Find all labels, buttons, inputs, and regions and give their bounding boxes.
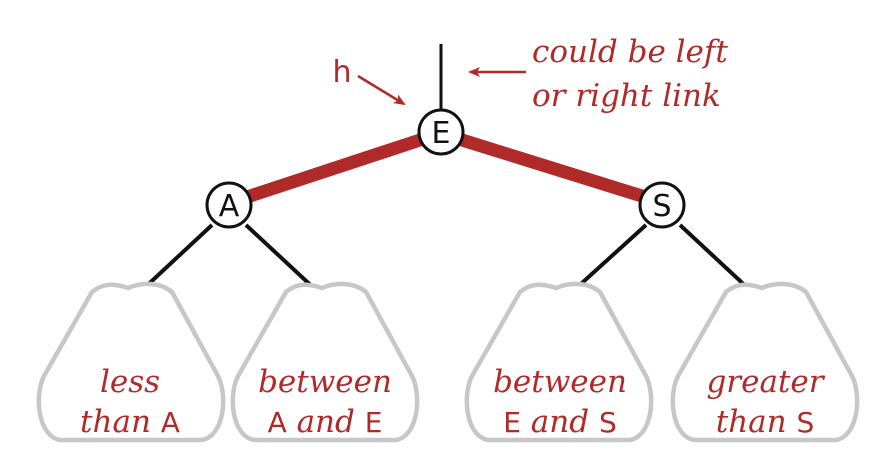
node-a: A (205, 181, 253, 229)
subtree-label-3-line1: between (493, 364, 627, 400)
subtree-less-than-a (36, 281, 226, 443)
node-a-label: A (219, 189, 240, 224)
subtree-greater-than-s (670, 281, 860, 443)
subtree-label-2-key-a: A (268, 406, 287, 439)
node-e-label: E (432, 116, 451, 151)
subtree-label-3-key-b: S (599, 406, 617, 439)
subtree-label-3-and: and (521, 404, 599, 440)
subtree-label-1-line1: less (100, 364, 160, 400)
subtree-between-e-and-s (464, 281, 654, 443)
subtree-label-4-line1: greater (706, 364, 825, 400)
subtree-between-a-and-e (230, 281, 420, 443)
subtree-label-1-line2: than A (80, 404, 180, 440)
subtree-label-1-key: A (161, 406, 180, 439)
node-s-label: S (652, 189, 671, 224)
black-link-a-right (244, 223, 320, 294)
pointer-h-label: h (332, 55, 351, 90)
link-note-line2: or right link (532, 78, 721, 114)
subtree-label-4-key: S (796, 406, 814, 439)
subtree-label-2-line1: between (258, 364, 392, 400)
black-link-s-left (570, 223, 648, 294)
link-note-line1: could be left (532, 34, 728, 70)
subtree-label-4-line2: than S (716, 404, 815, 440)
node-e: E (417, 108, 465, 156)
pointer-h-arrow (357, 74, 406, 106)
subtree-label-2-and: and (287, 404, 365, 440)
subtree-label-3-line2: E and S (503, 404, 616, 440)
black-link-s-right (678, 223, 754, 294)
red-link-left (243, 133, 427, 203)
subtree-label-1-than: than (80, 404, 161, 440)
subtree-label-2-line2: A and E (268, 404, 383, 440)
black-link-a-left (138, 223, 214, 294)
subtree-label-3-key-a: E (503, 406, 521, 439)
subtree-label-4-than: than (716, 404, 797, 440)
red-link-right (455, 133, 649, 203)
node-s: S (638, 181, 686, 229)
subtree-label-2-key-b: E (365, 406, 383, 439)
